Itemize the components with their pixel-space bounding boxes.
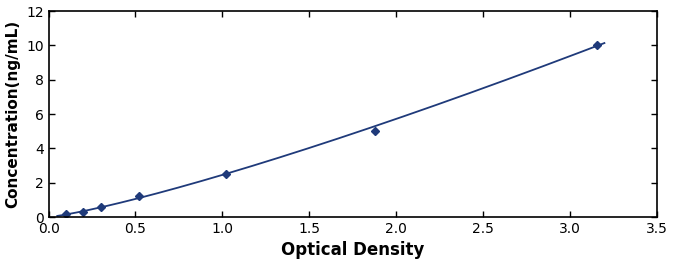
X-axis label: Optical Density: Optical Density bbox=[281, 241, 424, 259]
Y-axis label: Concentration(ng/mL): Concentration(ng/mL) bbox=[5, 20, 21, 208]
